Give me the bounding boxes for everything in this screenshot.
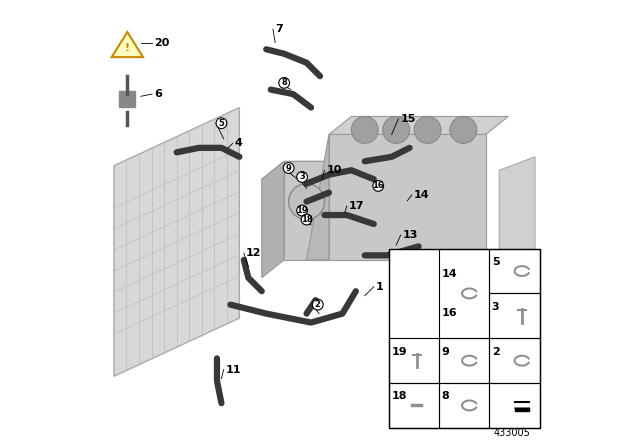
Text: 18: 18 [392,392,407,401]
Text: 5: 5 [492,257,499,267]
Bar [490,293,540,338]
Bar [440,383,490,428]
Circle shape [216,118,227,129]
Text: 3: 3 [300,172,305,181]
Circle shape [450,116,477,143]
Bar [490,249,540,293]
Circle shape [312,299,323,310]
Text: 14: 14 [414,190,429,200]
Circle shape [301,214,312,225]
Polygon shape [114,108,239,376]
Text: 19: 19 [392,347,407,357]
Text: 4: 4 [235,138,243,148]
Text: !: ! [125,43,130,53]
Text: 2: 2 [315,300,321,309]
Text: 10: 10 [327,165,342,175]
Text: 20: 20 [154,38,170,47]
Text: 15: 15 [401,114,416,124]
Circle shape [414,116,441,143]
Text: 433005: 433005 [493,428,531,438]
Circle shape [284,163,294,173]
Polygon shape [262,161,419,179]
Text: 8: 8 [282,78,287,87]
Text: 16: 16 [442,308,458,318]
Circle shape [373,181,383,191]
Circle shape [289,184,324,220]
Circle shape [383,116,410,143]
Text: 6: 6 [154,89,162,99]
Circle shape [279,78,289,88]
Circle shape [297,172,307,182]
Bar [440,249,490,338]
Circle shape [351,116,378,143]
Bar [389,338,440,383]
Text: 12: 12 [246,248,262,258]
Text: 17: 17 [349,201,365,211]
Bar [440,338,490,383]
Bar [490,383,540,428]
Polygon shape [262,161,284,278]
FancyBboxPatch shape [389,249,540,428]
Text: 8: 8 [442,392,449,401]
Polygon shape [284,161,419,260]
Text: 9: 9 [286,164,291,172]
Polygon shape [499,157,535,291]
Text: 9: 9 [442,347,449,357]
Circle shape [297,205,307,216]
Text: 19: 19 [296,206,308,215]
Polygon shape [307,134,329,260]
Text: 11: 11 [226,365,241,375]
Text: 5: 5 [218,119,225,128]
Text: 7: 7 [275,24,283,34]
Text: 3: 3 [492,302,499,312]
Bar [490,338,540,383]
Polygon shape [112,32,143,57]
Text: 13: 13 [403,230,419,240]
Text: 16: 16 [372,181,384,190]
Text: 1: 1 [376,282,384,292]
Polygon shape [329,116,508,134]
Polygon shape [329,134,486,260]
Text: 2: 2 [492,347,499,357]
Bar [389,383,440,428]
Text: 14: 14 [442,269,458,279]
Text: 18: 18 [301,215,312,224]
